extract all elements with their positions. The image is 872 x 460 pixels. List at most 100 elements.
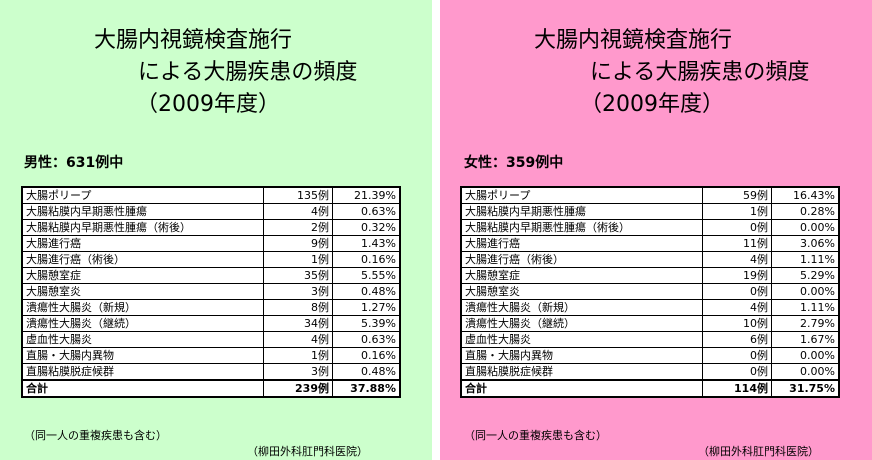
female-panel: 大腸内視鏡検査施行 による大腸疾患の頻度 （2009年度） 女性：359例中 大… xyxy=(440,0,872,460)
table-row: 大腸進行癌（術後） 1例 0.16% xyxy=(21,251,401,268)
case-count: 0例 xyxy=(702,347,772,364)
disease-name: 虚血性大腸炎 xyxy=(21,331,264,348)
disease-name: 大腸憩室症 xyxy=(460,267,703,284)
total-label: 合計 xyxy=(21,379,264,398)
case-count: 2例 xyxy=(263,219,333,236)
table-row: 大腸粘膜内早期悪性腫瘍 1例 0.28% xyxy=(460,203,840,220)
case-count: 135例 xyxy=(263,186,333,204)
table-row: 大腸憩室炎 3例 0.48% xyxy=(21,283,401,300)
disease-name: 潰瘍性大腸炎（継続） xyxy=(21,315,264,332)
case-count: 1例 xyxy=(263,251,333,268)
case-count: 11例 xyxy=(702,235,772,252)
table-row: 大腸粘膜内早期悪性腫瘍 4例 0.63% xyxy=(21,203,401,220)
duplicate-note: （同一人の重複疾患も含む） xyxy=(24,429,167,442)
case-percent: 0.28% xyxy=(771,203,840,220)
disease-name: 虚血性大腸炎 xyxy=(460,331,703,348)
table-row: 虚血性大腸炎 4例 0.63% xyxy=(21,331,401,348)
table-row: 大腸進行癌（術後） 4例 1.11% xyxy=(460,251,840,268)
table-row: 直腸粘膜脱症候群 3例 0.48% xyxy=(21,363,401,381)
panel-title-line3: （2009年度） xyxy=(136,92,280,117)
table-row: 大腸粘膜内早期悪性腫瘍（術後） 0例 0.00% xyxy=(460,219,840,236)
table-row: 潰瘍性大腸炎（新規） 8例 1.27% xyxy=(21,299,401,316)
table-row: 大腸憩室症 35例 5.55% xyxy=(21,267,401,284)
case-percent: 0.16% xyxy=(332,347,401,364)
disease-name: 大腸粘膜内早期悪性腫瘍（術後） xyxy=(21,219,264,236)
case-count: 59例 xyxy=(702,186,772,204)
disease-name: 直腸粘膜脱症候群 xyxy=(460,363,703,381)
case-count: 8例 xyxy=(263,299,333,316)
case-percent: 0.48% xyxy=(332,283,401,300)
case-percent: 0.00% xyxy=(771,347,840,364)
table-row: 虚血性大腸炎 6例 1.67% xyxy=(460,331,840,348)
case-count: 4例 xyxy=(263,203,333,220)
table-row: 直腸・大腸内異物 0例 0.00% xyxy=(460,347,840,364)
total-percent: 31.75% xyxy=(771,379,840,398)
disease-table: 大腸ポリープ 59例 16.43% 大腸粘膜内早期悪性腫瘍 1例 0.28% 大腸粘膜内早期… xyxy=(460,186,840,398)
disease-name: 大腸進行癌 xyxy=(21,235,264,252)
table-row: 直腸・大腸内異物 1例 0.16% xyxy=(21,347,401,364)
clinic-name: （柳田外科肛門科医院） xyxy=(247,445,368,458)
case-count: 4例 xyxy=(263,331,333,348)
case-count: 0例 xyxy=(702,283,772,300)
disease-name: 大腸憩室症 xyxy=(21,267,264,284)
clinic-name: （柳田外科肛門科医院） xyxy=(698,445,819,458)
case-percent: 2.79% xyxy=(771,315,840,332)
case-percent: 0.00% xyxy=(771,363,840,381)
case-percent: 0.32% xyxy=(332,219,401,236)
table-row: 潰瘍性大腸炎（新規） 4例 1.11% xyxy=(460,299,840,316)
table-row: 大腸進行癌 9例 1.43% xyxy=(21,235,401,252)
total-percent: 37.88% xyxy=(332,379,401,398)
disease-table: 大腸ポリープ 135例 21.39% 大腸粘膜内早期悪性腫瘍 4例 0.63% 大腸粘膜内早… xyxy=(21,186,401,398)
total-count: 239例 xyxy=(263,379,333,398)
case-percent: 0.63% xyxy=(332,203,401,220)
table-row: 大腸憩室症 19例 5.29% xyxy=(460,267,840,284)
disease-name: 潰瘍性大腸炎（継続） xyxy=(460,315,703,332)
disease-name: 直腸・大腸内異物 xyxy=(460,347,703,364)
case-count: 4例 xyxy=(702,251,772,268)
case-count: 34例 xyxy=(263,315,333,332)
disease-name: 大腸粘膜内早期悪性腫瘍（術後） xyxy=(460,219,703,236)
total-row: 合計 114例 31.75% xyxy=(460,379,840,398)
case-count: 19例 xyxy=(702,267,772,284)
case-count: 10例 xyxy=(702,315,772,332)
case-percent: 5.29% xyxy=(771,267,840,284)
table-row: 大腸進行癌 11例 3.06% xyxy=(460,235,840,252)
disease-name: 大腸憩室炎 xyxy=(21,283,264,300)
disease-name: 潰瘍性大腸炎（新規） xyxy=(21,299,264,316)
panel-subtitle: 男性：631例中 xyxy=(24,155,124,171)
case-count: 0例 xyxy=(702,363,772,381)
case-percent: 5.55% xyxy=(332,267,401,284)
case-percent: 0.00% xyxy=(771,219,840,236)
table-row: 直腸粘膜脱症候群 0例 0.00% xyxy=(460,363,840,381)
case-percent: 5.39% xyxy=(332,315,401,332)
case-count: 3例 xyxy=(263,363,333,381)
disease-name: 大腸粘膜内早期悪性腫瘍 xyxy=(21,203,264,220)
case-percent: 1.11% xyxy=(771,299,840,316)
case-percent: 1.11% xyxy=(771,251,840,268)
disease-name: 直腸粘膜脱症候群 xyxy=(21,363,264,381)
case-count: 1例 xyxy=(702,203,772,220)
case-count: 9例 xyxy=(263,235,333,252)
table-row: 大腸ポリープ 135例 21.39% xyxy=(21,186,401,204)
case-percent: 0.48% xyxy=(332,363,401,381)
disease-name: 潰瘍性大腸炎（新規） xyxy=(460,299,703,316)
case-percent: 1.27% xyxy=(332,299,401,316)
panel-title-line3: （2009年度） xyxy=(580,92,724,117)
panel-title-line2: による大腸疾患の頻度 xyxy=(590,60,810,85)
case-count: 3例 xyxy=(263,283,333,300)
panel-title-line1: 大腸内視鏡検査施行 xyxy=(534,28,733,53)
table-row: 大腸ポリープ 59例 16.43% xyxy=(460,186,840,204)
table-row: 大腸憩室炎 0例 0.00% xyxy=(460,283,840,300)
disease-name: 大腸進行癌（術後） xyxy=(460,251,703,268)
panel-title-line1: 大腸内視鏡検査施行 xyxy=(94,28,293,53)
disease-table-body: 大腸ポリープ 135例 21.39% 大腸粘膜内早期悪性腫瘍 4例 0.63% 大腸粘膜内早… xyxy=(21,186,401,398)
case-count: 1例 xyxy=(263,347,333,364)
disease-name: 大腸粘膜内早期悪性腫瘍 xyxy=(460,203,703,220)
disease-name: 大腸進行癌 xyxy=(460,235,703,252)
disease-name: 大腸ポリープ xyxy=(460,186,703,204)
case-count: 35例 xyxy=(263,267,333,284)
case-percent: 0.00% xyxy=(771,283,840,300)
case-percent: 21.39% xyxy=(332,186,401,204)
panel-title-line2: による大腸疾患の頻度 xyxy=(138,60,358,85)
disease-name: 大腸進行癌（術後） xyxy=(21,251,264,268)
